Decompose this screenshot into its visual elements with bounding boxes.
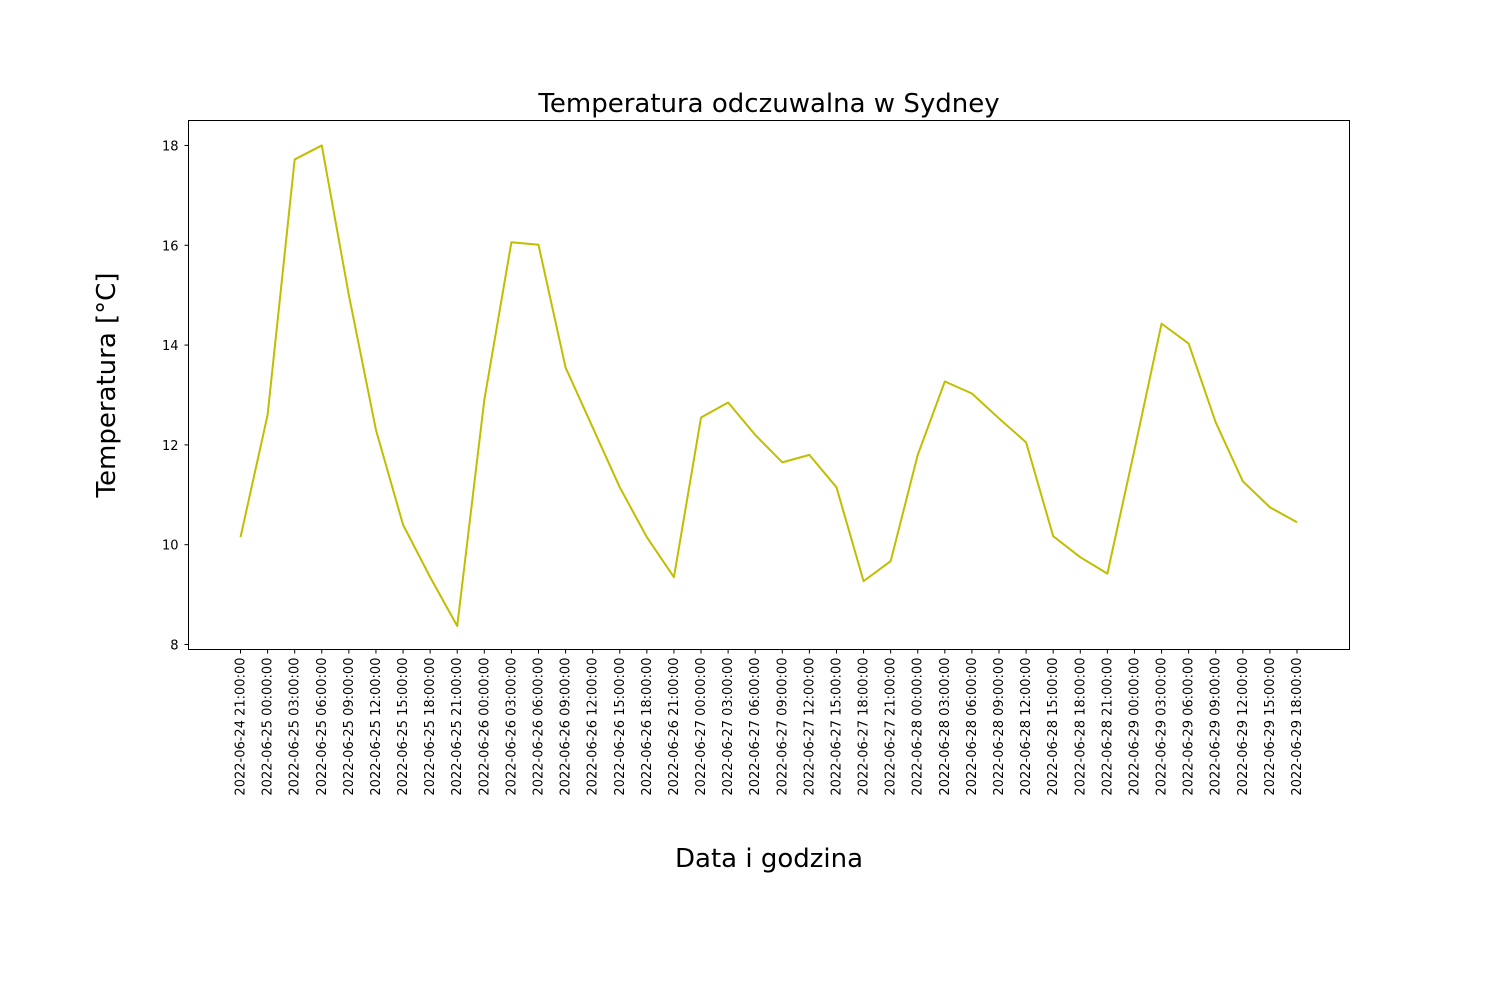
chart-marks: 8 10 12 14 16 18 2022-06-24 21:00:00 2022-06-25… [162, 139, 1305, 795]
x-axis-label: Data i godzina [675, 844, 863, 874]
x-tick-label: 2022-06-28 09:00:00 [992, 658, 1007, 796]
x-tick-label: 2022-06-25 21:00:00 [450, 658, 465, 796]
x-tick-label: 2022-06-26 15:00:00 [613, 658, 628, 796]
x-tick-label: 2022-06-25 12:00:00 [369, 658, 384, 796]
x-tick-label: 2022-06-24 21:00:00 [234, 658, 249, 796]
x-tick-label: 2022-06-27 03:00:00 [721, 658, 736, 796]
x-tick-label: 2022-06-28 21:00:00 [1100, 658, 1115, 796]
y-axis-label: Temperatura [°C] [92, 273, 122, 499]
x-tick-label: 2022-06-26 18:00:00 [640, 658, 655, 796]
x-tick-label: 2022-06-25 00:00:00 [261, 658, 276, 796]
y-tick-label: 10 [162, 539, 179, 554]
x-tick-label: 2022-06-26 00:00:00 [477, 658, 492, 796]
y-tick-label: 12 [162, 439, 179, 454]
x-tick-label: 2022-06-27 18:00:00 [857, 658, 872, 796]
x-tick-label: 2022-06-27 12:00:00 [802, 658, 817, 796]
x-tick-label: 2022-06-26 21:00:00 [667, 658, 682, 796]
y-tick-label: 8 [170, 639, 178, 654]
x-tick-label: 2022-06-27 06:00:00 [748, 658, 763, 796]
x-tick-label: 2022-06-29 03:00:00 [1155, 658, 1170, 796]
x-tick-label: 2022-06-29 12:00:00 [1236, 658, 1251, 796]
y-tick-label: 16 [162, 239, 179, 254]
x-tick-label: 2022-06-28 18:00:00 [1073, 658, 1088, 796]
x-tick-label: 2022-06-25 15:00:00 [396, 658, 411, 796]
x-tick-label: 2022-06-27 00:00:00 [694, 658, 709, 796]
plot-area-frame [188, 120, 1350, 650]
x-tick-label: 2022-06-28 15:00:00 [1046, 658, 1061, 796]
x-tick-label: 2022-06-29 09:00:00 [1209, 658, 1224, 796]
x-tick-label: 2022-06-25 09:00:00 [342, 658, 357, 796]
x-tick-label: 2022-06-25 03:00:00 [288, 658, 303, 796]
x-tick-label: 2022-06-29 15:00:00 [1263, 658, 1278, 796]
x-tick-label: 2022-06-26 06:00:00 [531, 658, 546, 796]
x-tick-label: 2022-06-26 03:00:00 [504, 658, 519, 796]
y-tick-label: 14 [162, 339, 179, 354]
x-tick-label: 2022-06-26 12:00:00 [586, 658, 601, 796]
x-tick-label: 2022-06-29 18:00:00 [1290, 658, 1305, 796]
x-tick-label: 2022-06-27 21:00:00 [884, 657, 899, 795]
x-tick-label: 2022-06-26 09:00:00 [559, 658, 574, 796]
x-tick-label: 2022-06-25 06:00:00 [315, 658, 330, 796]
x-tick-label: 2022-06-29 06:00:00 [1182, 658, 1197, 796]
chart-title: Temperatura odczuwalna w Sydney [537, 89, 999, 119]
x-tick-label: 2022-06-28 00:00:00 [911, 658, 926, 796]
x-tick-label: 2022-06-27 15:00:00 [829, 658, 844, 796]
y-tick-label: 18 [162, 139, 179, 154]
x-tick-label: 2022-06-28 06:00:00 [965, 658, 980, 796]
x-tick-label: 2022-06-29 00:00:00 [1127, 658, 1142, 796]
x-tick-label: 2022-06-28 03:00:00 [938, 657, 953, 795]
x-tick-label: 2022-06-28 12:00:00 [1019, 658, 1034, 796]
x-tick-label: 2022-06-27 09:00:00 [775, 658, 790, 796]
series-line [239, 144, 1298, 628]
x-tick-label: 2022-06-25 18:00:00 [423, 658, 438, 796]
